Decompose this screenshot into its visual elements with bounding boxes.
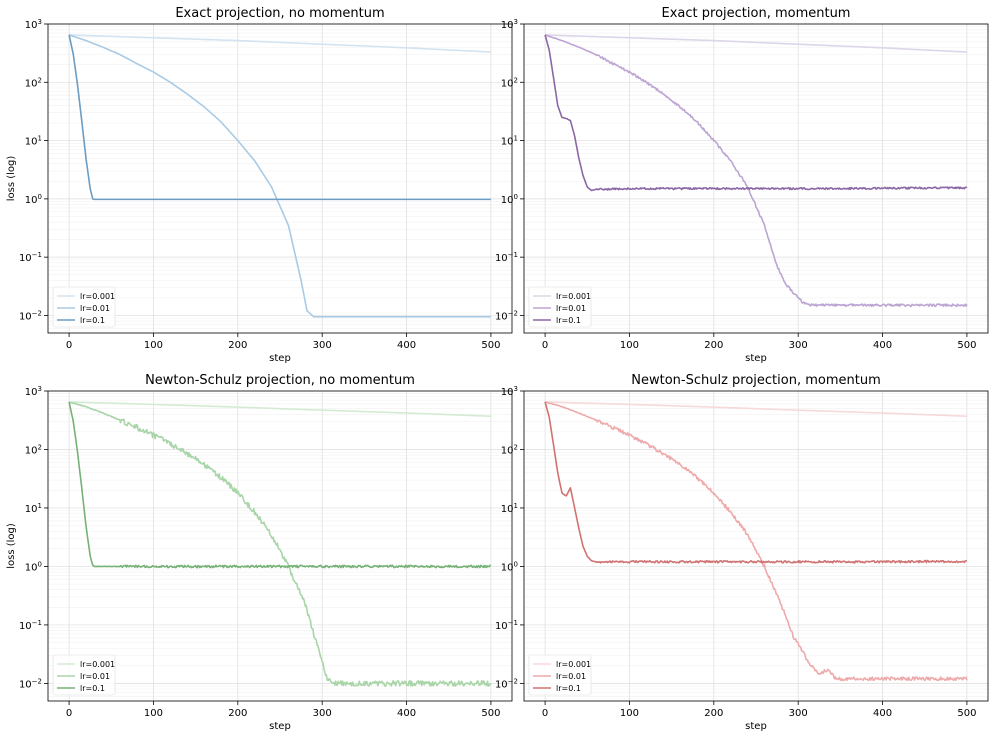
x-tick-label: 400 xyxy=(397,340,416,351)
panel-2: 103 102 101 100 10−1 10−2 0 100 200 300 400 500 lr=0… xyxy=(495,6,989,364)
axes-frame xyxy=(47,390,513,702)
axes-frame xyxy=(523,23,989,334)
x-tick-label: 300 xyxy=(313,340,332,351)
panel-1: 103 102 101 100 10−1 10−2 0 100 200 300 400 500 lr=0… xyxy=(6,6,513,364)
y-tick-label: 100 xyxy=(25,560,42,573)
series-line-lr-0.001 xyxy=(69,401,491,418)
series-line-lr-0.001 xyxy=(69,34,491,53)
series-line-lr-0.01 xyxy=(68,401,492,687)
y-tick-label: 100 xyxy=(25,193,42,206)
series-line-lr-0.1 xyxy=(68,401,492,569)
y-tick-label: 103 xyxy=(501,18,518,31)
x-tick-label: 0 xyxy=(66,708,72,719)
legend-entry: lr=0.001 xyxy=(556,292,591,301)
y-tick-label: 100 xyxy=(501,193,518,206)
x-tick-label: 100 xyxy=(144,708,163,719)
y-tick-label: 10−1 xyxy=(19,251,42,264)
chart-title: Exact projection, no momentum xyxy=(175,6,384,21)
y-tick-label: 101 xyxy=(25,502,42,515)
x-tick-label: 500 xyxy=(957,708,976,719)
y-tick-label: 101 xyxy=(25,135,42,148)
y-tick-label: 10−1 xyxy=(19,619,42,632)
axes-frame xyxy=(47,23,513,334)
panel-3: 103 102 101 100 10−1 10−2 0 100 200 300 400 500 lr=0… xyxy=(6,373,513,732)
y-tick-label: 10−2 xyxy=(495,309,518,322)
x-axis-label: step xyxy=(745,353,767,364)
y-tick-label: 10−1 xyxy=(495,251,518,264)
y-axis-label: loss (log) xyxy=(6,156,17,202)
axes-frame xyxy=(523,390,989,702)
legend-entry: lr=0.01 xyxy=(556,672,586,681)
y-tick-label: 102 xyxy=(25,443,42,456)
x-tick-label: 300 xyxy=(313,708,332,719)
x-tick-label: 200 xyxy=(228,708,247,719)
x-axis-label: step xyxy=(269,721,291,732)
x-tick-label: 500 xyxy=(481,708,500,719)
legend-entry: lr=0.1 xyxy=(556,316,581,325)
legend-entry: lr=0.001 xyxy=(80,292,115,301)
x-tick-label: 500 xyxy=(957,340,976,351)
y-tick-label: 10−2 xyxy=(19,677,42,690)
x-tick-label: 300 xyxy=(789,340,808,351)
x-tick-label: 100 xyxy=(620,708,639,719)
x-tick-label: 100 xyxy=(620,340,639,351)
series-line-lr-0.1 xyxy=(68,34,491,201)
x-tick-label: 0 xyxy=(542,340,548,351)
y-tick-label: 102 xyxy=(501,76,518,89)
y-tick-label: 102 xyxy=(501,443,518,456)
legend-entry: lr=0.01 xyxy=(80,304,110,313)
x-tick-label: 200 xyxy=(228,340,247,351)
y-tick-label: 101 xyxy=(501,502,518,515)
x-axis-label: step xyxy=(269,353,291,364)
y-tick-label: 10−2 xyxy=(19,309,42,322)
y-tick-label: 10−1 xyxy=(495,619,518,632)
series-line-lr-0.01 xyxy=(544,34,968,308)
chart-title: Exact projection, momentum xyxy=(662,6,851,21)
legend-entry: lr=0.001 xyxy=(80,660,115,669)
x-tick-label: 100 xyxy=(144,340,163,351)
x-tick-label: 0 xyxy=(66,340,72,351)
legend-entry: lr=0.1 xyxy=(556,684,581,693)
legend-entry: lr=0.1 xyxy=(80,684,105,693)
x-tick-label: 300 xyxy=(789,708,808,719)
legend-box xyxy=(528,286,592,328)
legend-entry: lr=0.1 xyxy=(80,316,105,325)
x-tick-label: 200 xyxy=(704,340,723,351)
series-line-lr-0.01 xyxy=(545,401,968,682)
y-tick-label: 101 xyxy=(501,135,518,148)
x-tick-label: 0 xyxy=(542,708,548,719)
legend-entry: lr=0.01 xyxy=(556,304,586,313)
y-tick-label: 10−2 xyxy=(495,677,518,690)
series-line-lr-0.01 xyxy=(68,34,491,318)
series-line-lr-0.001 xyxy=(545,34,967,53)
y-tick-label: 102 xyxy=(25,76,42,89)
x-tick-label: 400 xyxy=(873,340,892,351)
y-tick-label: 100 xyxy=(501,560,518,573)
chart-title: Newton-Schulz projection, no momentum xyxy=(145,373,415,388)
x-tick-label: 400 xyxy=(873,708,892,719)
y-axis-label: loss (log) xyxy=(6,523,17,569)
legend-box xyxy=(52,286,116,328)
legend-entry: lr=0.01 xyxy=(80,672,110,681)
series-line-lr-0.1 xyxy=(544,34,968,192)
legend-box xyxy=(528,654,592,696)
legend-entry: lr=0.001 xyxy=(556,660,591,669)
panel-4: 103 102 101 100 10−1 10−2 0 100 200 300 400 500 lr=0… xyxy=(495,373,989,732)
y-tick-label: 103 xyxy=(25,385,42,398)
y-tick-label: 103 xyxy=(25,18,42,31)
legend-box xyxy=(52,654,116,696)
series-line-lr-0.001 xyxy=(545,401,967,418)
x-axis-label: step xyxy=(745,721,767,732)
x-tick-label: 200 xyxy=(704,708,723,719)
series-line-lr-0.1 xyxy=(544,401,968,564)
x-tick-label: 500 xyxy=(481,340,500,351)
chart-title: Newton-Schulz projection, momentum xyxy=(631,373,881,388)
y-tick-label: 103 xyxy=(501,385,518,398)
x-tick-label: 400 xyxy=(397,708,416,719)
